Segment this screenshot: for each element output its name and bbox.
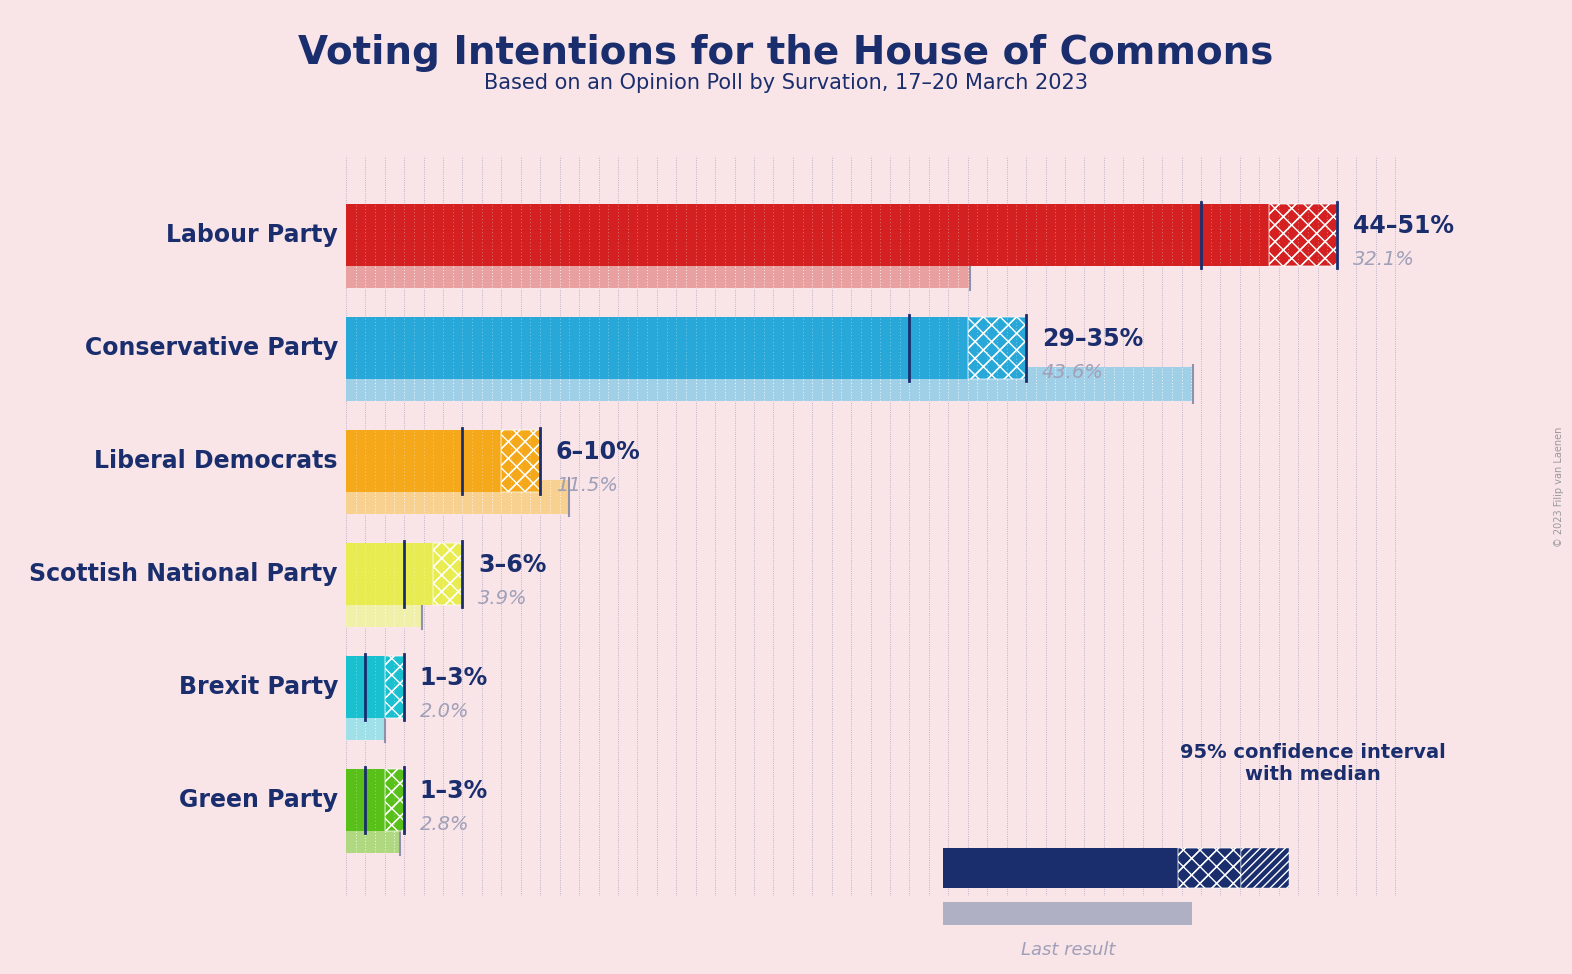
- Text: Scottish National Party: Scottish National Party: [30, 562, 338, 586]
- Bar: [501, 430, 541, 492]
- Bar: [385, 768, 404, 831]
- Bar: [346, 656, 404, 718]
- Bar: [346, 317, 1027, 379]
- Text: Labour Party: Labour Party: [167, 223, 338, 247]
- Text: 2.8%: 2.8%: [420, 815, 468, 835]
- Bar: [1269, 204, 1338, 266]
- Bar: [346, 367, 1193, 401]
- Bar: [943, 848, 1179, 887]
- Text: 32.1%: 32.1%: [1352, 250, 1415, 270]
- Text: 2.0%: 2.0%: [420, 702, 468, 722]
- Bar: [968, 317, 1027, 379]
- Text: 29–35%: 29–35%: [1042, 327, 1143, 351]
- Bar: [346, 254, 970, 288]
- Text: 1–3%: 1–3%: [420, 666, 487, 690]
- Text: 95% confidence interval
with median: 95% confidence interval with median: [1179, 743, 1446, 784]
- Bar: [968, 317, 1027, 379]
- Bar: [346, 480, 569, 514]
- Text: © 2023 Filip van Laenen: © 2023 Filip van Laenen: [1555, 427, 1564, 547]
- Text: 3–6%: 3–6%: [478, 553, 547, 577]
- Bar: [501, 430, 541, 492]
- Text: 1–3%: 1–3%: [420, 779, 487, 803]
- Bar: [346, 543, 462, 605]
- Bar: [434, 543, 462, 605]
- Bar: [385, 656, 404, 718]
- Text: Last result: Last result: [1020, 941, 1115, 958]
- Text: Based on an Opinion Poll by Survation, 17–20 March 2023: Based on an Opinion Poll by Survation, 1…: [484, 73, 1088, 94]
- Text: Brexit Party: Brexit Party: [179, 675, 338, 699]
- Text: 44–51%: 44–51%: [1352, 214, 1454, 238]
- Text: Green Party: Green Party: [179, 788, 338, 812]
- Bar: [346, 819, 401, 853]
- Bar: [1240, 848, 1289, 887]
- Text: 11.5%: 11.5%: [556, 476, 618, 496]
- Bar: [1269, 204, 1338, 266]
- Text: Conservative Party: Conservative Party: [85, 336, 338, 360]
- Bar: [943, 902, 1192, 925]
- Bar: [346, 204, 1338, 266]
- Bar: [346, 430, 541, 492]
- Text: 3.9%: 3.9%: [478, 589, 528, 609]
- Text: 43.6%: 43.6%: [1042, 363, 1104, 383]
- Bar: [434, 543, 462, 605]
- Bar: [346, 768, 404, 831]
- Bar: [346, 706, 385, 740]
- Bar: [346, 593, 421, 627]
- Bar: [1179, 848, 1240, 887]
- Text: Liberal Democrats: Liberal Democrats: [94, 449, 338, 473]
- Bar: [385, 768, 404, 831]
- Bar: [385, 656, 404, 718]
- Bar: [1179, 848, 1240, 887]
- Text: 6–10%: 6–10%: [556, 440, 640, 464]
- Text: Voting Intentions for the House of Commons: Voting Intentions for the House of Commo…: [299, 34, 1273, 72]
